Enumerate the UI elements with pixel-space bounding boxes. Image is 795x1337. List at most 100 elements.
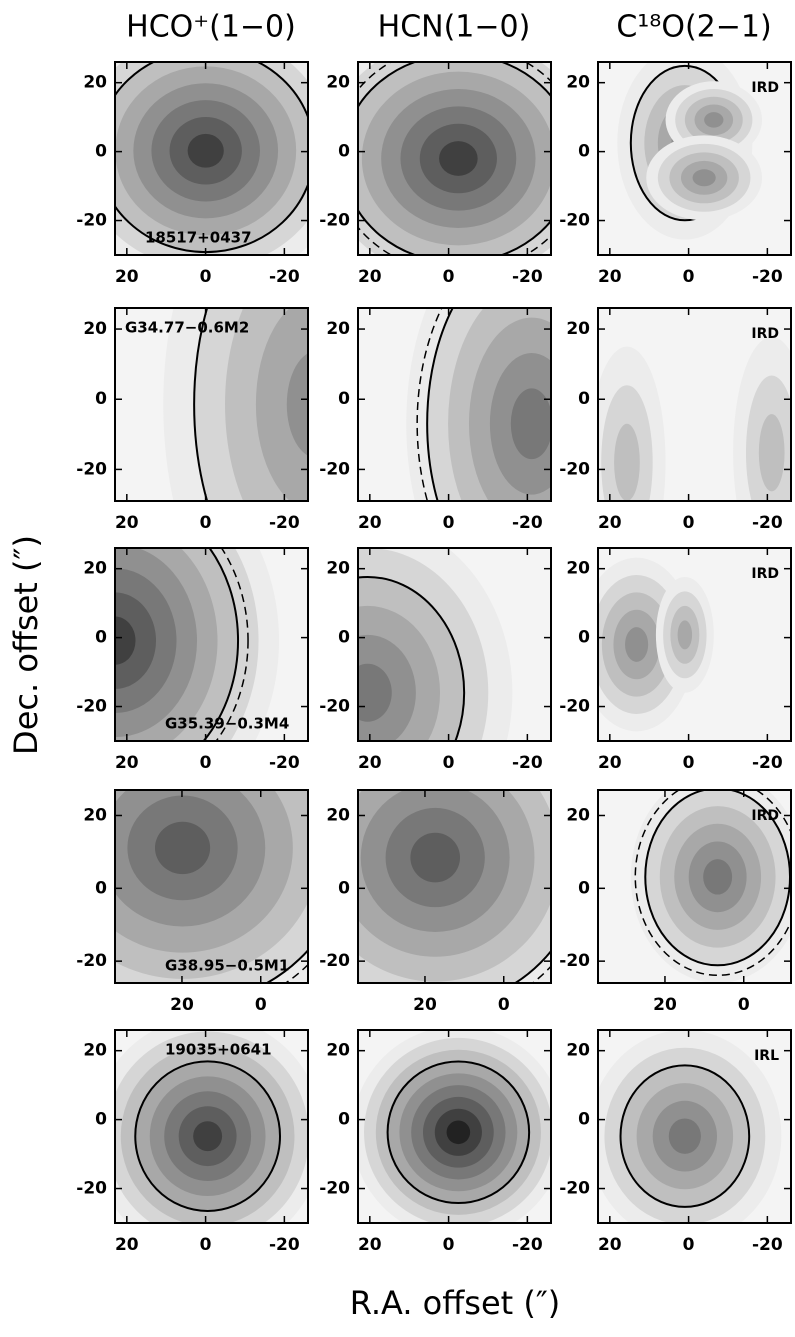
y-tick-label: 20 [83, 805, 107, 825]
y-tick-label: -20 [559, 951, 590, 971]
panel: 20 0 20 0 -20 [319, 789, 552, 1015]
x-tick-label: 0 [200, 1235, 212, 1255]
panel-frame [357, 1029, 552, 1224]
x-tick-label: 20 [598, 1235, 622, 1255]
panel-frame [357, 307, 552, 502]
y-tick-label: 20 [326, 559, 350, 579]
x-tick-label: 0 [443, 753, 455, 773]
contour-level [358, 663, 392, 722]
y-tick-label: -20 [319, 459, 350, 479]
contour-map [598, 308, 791, 501]
x-axis-label: R.A. offset (″) [350, 1284, 561, 1322]
y-tick-label: 0 [95, 628, 107, 648]
x-tick-label: 0 [200, 267, 212, 287]
y-tick-label: 0 [578, 628, 590, 648]
x-tick-label: 0 [443, 513, 455, 533]
panel: 20 0 -20 20 0 -20 IRD [559, 307, 792, 533]
x-tick-label: -20 [269, 753, 300, 773]
contour-level [614, 423, 640, 501]
x-tick-label: 0 [683, 753, 695, 773]
contour-map [115, 790, 308, 983]
contour-level [439, 141, 478, 176]
y-tick-label: 20 [83, 1041, 107, 1061]
contour-map [115, 1030, 308, 1223]
y-tick-label: 20 [326, 805, 350, 825]
column-title: C¹⁸O(2−1) [616, 10, 771, 45]
contour-map [598, 62, 791, 255]
x-tick-label: 0 [443, 267, 455, 287]
y-tick-label: 20 [83, 319, 107, 339]
panel-frame [597, 307, 792, 502]
contour-level [187, 133, 224, 168]
x-tick-label: 0 [200, 513, 212, 533]
y-tick-label: 20 [566, 559, 590, 579]
x-tick-label: -20 [752, 1235, 783, 1255]
x-tick-label: -20 [752, 753, 783, 773]
x-tick-label: -20 [752, 267, 783, 287]
source-name: 18517+0437 [145, 229, 252, 247]
y-tick-label: 0 [578, 389, 590, 409]
tag: IRD [751, 808, 779, 824]
x-tick-label: 20 [358, 267, 382, 287]
y-tick-label: 0 [95, 389, 107, 409]
y-tick-label: 0 [338, 142, 350, 162]
x-tick-label: 0 [255, 995, 267, 1015]
x-tick-label: 20 [115, 267, 139, 287]
y-tick-label: 20 [83, 73, 107, 93]
x-tick-label: 20 [115, 513, 139, 533]
contour-map [598, 790, 791, 983]
contour-line [134, 1060, 282, 1212]
x-tick-label: 20 [598, 513, 622, 533]
contour-map [358, 62, 551, 255]
contour-level [758, 414, 785, 492]
contour-map [358, 548, 551, 741]
contour-level [115, 616, 136, 665]
x-tick-label: 0 [683, 513, 695, 533]
panel-frame [114, 547, 309, 742]
x-tick-label: -20 [752, 513, 783, 533]
x-tick-label: 20 [358, 1235, 382, 1255]
y-tick-label: 20 [326, 319, 350, 339]
contour-line [386, 1060, 531, 1205]
y-tick-label: -20 [319, 211, 350, 231]
x-tick-label: 0 [738, 995, 750, 1015]
contour-level [668, 1118, 701, 1154]
y-tick-label: -20 [319, 697, 350, 717]
y-tick-label: 20 [326, 1041, 350, 1061]
y-tick-label: 0 [338, 878, 350, 898]
x-tick-label: 20 [358, 753, 382, 773]
contour-level [255, 308, 308, 501]
panel: 20 0 -20 20 0 -20 [319, 307, 552, 533]
panel-frame [114, 61, 309, 256]
contour-level [704, 112, 724, 128]
x-tick-label: 20 [413, 995, 437, 1015]
y-tick-label: -20 [559, 459, 590, 479]
x-tick-label: 0 [498, 995, 510, 1015]
contour-level [286, 353, 308, 456]
panel-frame [597, 547, 792, 742]
x-tick-label: 20 [170, 995, 194, 1015]
panel: 20 0 -20 20 0 -20 [319, 547, 552, 773]
contour-line [619, 1064, 751, 1208]
x-tick-label: -20 [512, 1235, 543, 1255]
panel: 20 0 -20 20 0 -20 [319, 1029, 552, 1255]
x-tick-label: -20 [269, 1235, 300, 1255]
x-tick-label: 20 [653, 995, 677, 1015]
column-title: HCO⁺(1−0) [126, 10, 296, 45]
contour-line [426, 308, 454, 501]
panel-frame [114, 307, 309, 502]
source-name: G35.39−0.3M4 [165, 715, 289, 733]
contour-map [358, 790, 551, 983]
contour-map [115, 308, 308, 501]
contour-map [598, 548, 791, 741]
y-tick-label: -20 [76, 1179, 107, 1199]
panel-frame [114, 789, 309, 984]
y-tick-label: 20 [566, 805, 590, 825]
x-tick-label: 20 [358, 513, 382, 533]
panel: 20 0 -20 20 0 -20 IRL [559, 1029, 792, 1255]
x-tick-label: -20 [512, 753, 543, 773]
y-tick-label: -20 [559, 697, 590, 717]
y-tick-label: 0 [338, 389, 350, 409]
tag: IRD [751, 326, 779, 342]
y-tick-label: 0 [338, 1110, 350, 1130]
